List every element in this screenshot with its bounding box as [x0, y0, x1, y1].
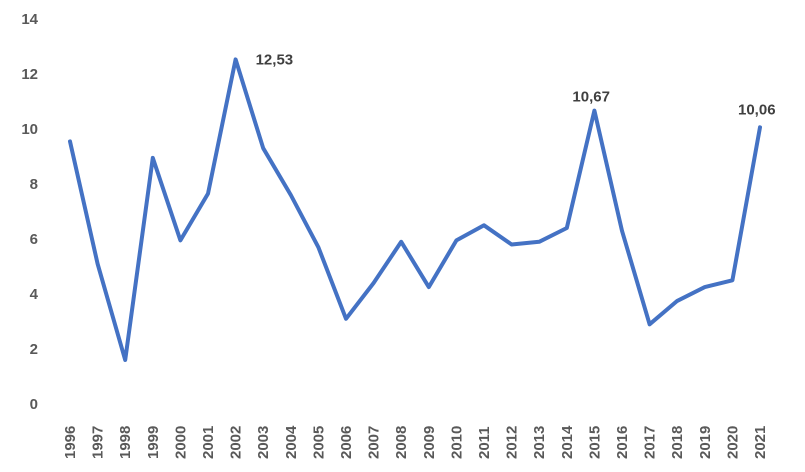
data-label: 10,06 — [738, 101, 776, 118]
series-line — [68, 57, 762, 362]
x-tick-label: 2008 — [393, 426, 410, 459]
x-tick-label: 2021 — [752, 426, 769, 459]
x-tick-label: 1996 — [62, 426, 79, 459]
x-tick-label: 2000 — [172, 426, 189, 459]
x-tick-label: 2019 — [697, 426, 714, 459]
y-axis-ticks: 0 2 4 6 8 10 12 14 — [21, 11, 38, 413]
y-tick-label: 0 — [30, 396, 38, 413]
x-tick-label: 2012 — [504, 426, 521, 459]
x-tick-label: 2001 — [200, 426, 217, 459]
x-tick-label: 2016 — [614, 426, 631, 459]
x-tick-label: 2007 — [366, 426, 383, 459]
x-tick-label: 1998 — [117, 426, 134, 459]
x-tick-label: 2017 — [642, 426, 659, 459]
data-labels: 12,53 10,67 10,06 — [256, 51, 776, 118]
x-tick-label: 2010 — [448, 426, 465, 459]
data-label: 12,53 — [256, 51, 294, 68]
x-tick-label: 1999 — [145, 426, 162, 459]
data-label: 10,67 — [572, 89, 610, 106]
x-tick-label: 2005 — [310, 426, 327, 459]
series-group — [68, 57, 762, 362]
x-tick-label: 2013 — [531, 426, 548, 459]
x-tick-label: 2014 — [559, 425, 576, 459]
y-tick-label: 14 — [21, 11, 38, 28]
y-tick-label: 2 — [30, 341, 38, 358]
x-tick-label: 2009 — [421, 426, 438, 459]
y-tick-label: 4 — [30, 286, 39, 303]
x-tick-label: 2015 — [586, 426, 603, 459]
x-tick-label: 2004 — [283, 425, 300, 459]
y-tick-label: 6 — [30, 231, 38, 248]
x-tick-label: 2011 — [476, 426, 493, 459]
x-tick-label: 2018 — [669, 426, 686, 459]
x-tick-label: 2020 — [724, 426, 741, 459]
x-axis-ticks: 1996 1997 1998 1999 2000 2001 2002 2003 2004 2005… — [62, 425, 769, 459]
y-tick-label: 12 — [21, 66, 38, 83]
y-tick-label: 10 — [21, 121, 38, 138]
x-tick-label: 2002 — [228, 426, 245, 459]
x-tick-label: 2006 — [338, 426, 355, 459]
x-tick-label: 1997 — [90, 426, 107, 459]
x-tick-label: 2003 — [255, 426, 272, 459]
y-tick-label: 8 — [30, 176, 38, 193]
